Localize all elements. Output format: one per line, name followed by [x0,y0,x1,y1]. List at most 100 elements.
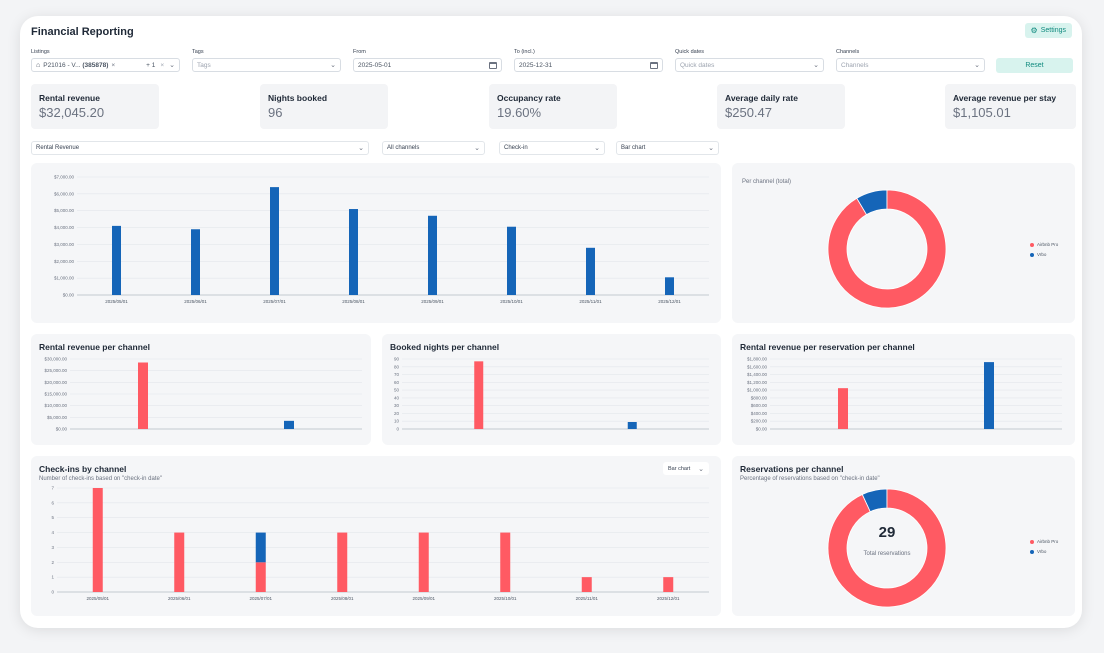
y-tick-label: 7 [51,486,54,491]
kpi-label: Average daily rate [725,93,798,103]
y-tick-label: $30,000.00 [44,357,67,362]
x-tick-label: 2025/12/01 [657,596,680,601]
channels-placeholder: Channels [841,61,869,69]
total-reservations-value: 29 [878,524,896,541]
legend-item: Airbnb Pro [1030,539,1058,544]
y-tick-label: 2 [51,560,54,565]
bar [586,247,595,295]
rev-per-res-chart: $0.00 $200.00 $400.00 $600.00 $800.00 $1,000.… [747,357,1062,432]
per-channel-total-panel: Per channel (total) Airbnb Pro Vrbo [732,163,1075,323]
listing-chip[interactable]: P21016 - V... (385878) [43,62,108,69]
legend-label: Vrbo [1037,252,1047,257]
listing-chip-label: P21016 - V... [43,61,83,69]
settings-button[interactable]: ⚙ Settings [1024,23,1072,38]
y-tick-label: $5,000.00 [47,415,68,420]
reset-button[interactable]: Reset [996,58,1073,73]
bar [191,229,200,295]
y-tick-label: $5,000.00 [54,208,75,213]
date-basis-select[interactable]: Check-in ⌄ [499,141,605,155]
y-tick-label: 70 [394,372,400,377]
checkins-chart-type-select[interactable]: Bar chart ⌄ [663,462,709,475]
panel-title: Booked nights per channel [390,342,500,352]
chart-type-select[interactable]: Bar chart ⌄ [616,141,719,155]
y-tick-label: $600.00 [751,403,768,408]
revenue-bar-chart: $0.00 $1,000.00 $2,000.00 $3,000.00 $4,000.0… [54,175,709,304]
listings-filter: Listings ⌂ P21016 - V... (385878) × + 1 … [31,49,180,72]
to-date-input[interactable]: 2025-12-31 [514,58,663,72]
kpi-value: 19.60% [497,105,542,120]
bar [92,488,103,592]
y-tick-label: $200.00 [751,419,768,424]
from-filter: From 2025-05-01 [353,49,502,72]
legend-label: Airbnb Pro [1037,242,1059,247]
legend-swatch [1030,549,1034,554]
from-label: From [353,49,366,55]
channels-select[interactable]: Channels ⌄ [836,58,985,72]
listing-chip-id: (385878) [82,61,109,69]
x-tick-label: 2025/09/01 [412,596,435,601]
quick-dates-placeholder: Quick dates [680,61,715,69]
y-tick-label: 20 [394,411,400,416]
chevron-down-icon: ⌄ [813,62,819,69]
listings-select[interactable]: ⌂ P21016 - V... (385878) × + 1 × ⌄ [31,58,180,72]
x-tick-label: 2025/07/01 [249,596,272,601]
legend: Airbnb Pro Vrbo [1030,242,1058,262]
x-tick-label: 2025/10/01 [500,299,523,304]
reservations-panel: Reservations per channel Percentage of r… [732,456,1075,616]
quick-dates-select[interactable]: Quick dates ⌄ [675,58,824,72]
chart-type-value: Bar chart [621,145,646,151]
calendar-icon[interactable] [650,61,658,69]
y-tick-label: 50 [394,388,400,393]
y-tick-label: 0 [51,590,54,595]
bar [349,209,358,295]
y-tick-label: $1,000.00 [747,388,768,393]
y-tick-label: $1,400.00 [747,372,768,377]
checkins-panel: Check-ins by channel Number of check-ins… [31,456,721,616]
per-channel-donut [827,189,947,309]
y-tick-label: $1,000.00 [54,276,75,281]
x-tick-label: 2025/06/01 [184,299,207,304]
tags-filter: Tags Tags ⌄ [192,49,341,72]
chip-close-icon[interactable]: × [111,61,116,69]
kpi-card: Rental revenue $32,045.20 [31,84,159,129]
x-tick-label: 2025/05/01 [105,299,128,304]
bar [581,577,592,592]
kpi-card: Occupancy rate 19.60% [489,84,617,129]
y-tick-label: 5 [51,515,54,520]
bar [663,577,674,592]
y-tick-label: $1,200.00 [747,380,768,385]
page-title: Financial Reporting [31,26,134,38]
tags-placeholder: Tags [197,61,211,69]
rev-per-channel-chart: $0.00 $5,000.00 $10,000.00 $15,000.00 $20,00… [44,357,362,432]
y-tick-label: $400.00 [751,411,768,416]
legend-swatch [1030,242,1034,247]
app-frame: Financial Reporting ⚙ Settings Listings … [20,16,1082,628]
channel-select[interactable]: All channels ⌄ [382,141,485,155]
clear-icon[interactable]: × [160,61,165,69]
home-icon: ⌂ [36,61,41,69]
calendar-icon[interactable] [489,61,497,69]
y-tick-label: $6,000.00 [54,191,75,196]
date-basis-value: Check-in [504,145,528,151]
rev-per-res-panel: Rental revenue per reservation per chann… [732,334,1075,445]
bar [337,532,348,592]
tags-select[interactable]: Tags ⌄ [192,58,341,72]
settings-label: Settings [1040,27,1066,34]
from-date-input[interactable]: 2025-05-01 [353,58,502,72]
chevron-down-icon[interactable]: ⌄ [169,62,175,69]
to-date-value: 2025-12-31 [519,61,553,69]
listings-label: Listings [31,49,50,55]
legend-swatch [1030,252,1034,257]
bar [112,225,121,295]
reservations-donut [827,488,947,608]
bar [255,532,266,563]
to-label: To (incl.) [514,49,535,55]
listing-extra-count: + 1 [146,61,156,69]
x-tick-label: 2025/11/01 [579,299,602,304]
metric-select[interactable]: Rental Revenue ⌄ [31,141,369,155]
kpi-card: Average daily rate $250.47 [717,84,845,129]
y-tick-label: $1,600.00 [747,364,768,369]
y-tick-label: 0 [396,427,399,432]
revenue-chart-panel: $0.00 $1,000.00 $2,000.00 $3,000.00 $4,000.0… [31,163,721,323]
chevron-down-icon: ⌄ [358,145,364,152]
